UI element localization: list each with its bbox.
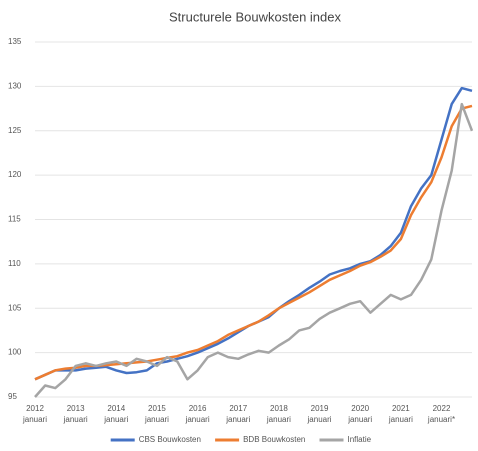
- chart-title: Structurele Bouwkosten index: [169, 9, 341, 24]
- x-tick-label: 2020 januari: [348, 404, 373, 424]
- y-tick-label: 120: [8, 170, 22, 179]
- y-tick-label: 130: [8, 81, 22, 90]
- x-tick-label: 2014 januari: [104, 404, 129, 424]
- y-tick-label: 135: [8, 37, 22, 46]
- line-series: [34, 86, 473, 381]
- x-tick-label: 2013 januari: [63, 404, 88, 424]
- x-tick-label: 2018 januari: [266, 404, 291, 424]
- y-tick-label: 115: [8, 215, 21, 224]
- x-tick-label: 2012 januari: [22, 404, 47, 424]
- x-tick-label: 2017 januari: [226, 404, 251, 424]
- y-tick-label: 125: [8, 126, 22, 135]
- y-tick-label: 95: [8, 392, 17, 401]
- legend-label: Inflatie: [348, 435, 372, 444]
- y-tick-label: 105: [8, 303, 22, 312]
- line-series: [34, 104, 473, 381]
- x-tick-label: 2015 januari: [144, 404, 169, 424]
- y-tick-label: 100: [8, 348, 22, 357]
- y-tick-label: 110: [8, 259, 21, 268]
- x-tick-label: 2016 januari: [185, 404, 210, 424]
- x-tick-label: 2022 januari*: [427, 404, 456, 424]
- legend-label: BDB Bouwkosten: [243, 435, 305, 444]
- line-series: [34, 102, 474, 398]
- x-tick-label: 2019 januari: [307, 404, 332, 424]
- x-tick-label: 2021 januari: [388, 404, 413, 424]
- legend-label: CBS Bouwkosten: [139, 435, 201, 444]
